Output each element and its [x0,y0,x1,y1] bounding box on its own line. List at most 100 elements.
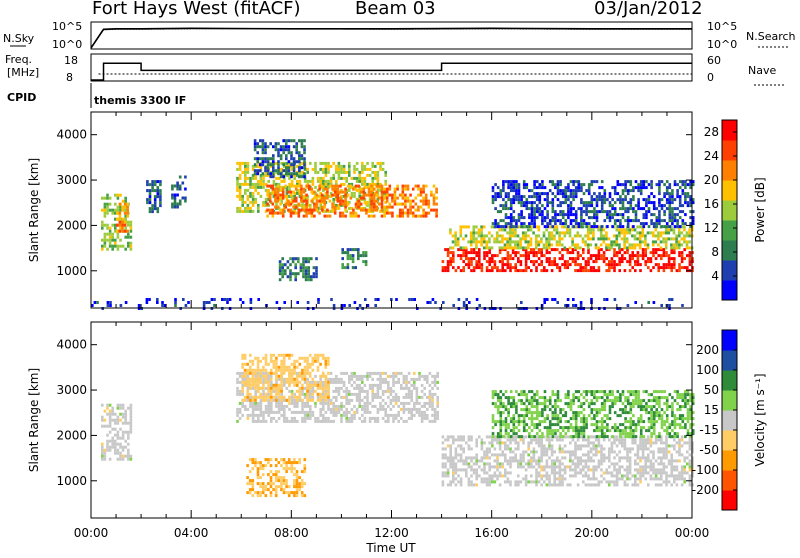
power-cell [681,251,684,254]
power-cell [527,257,530,260]
velocity-cell [413,414,416,417]
power-cell [288,166,291,169]
velocity-cell [455,468,458,471]
velocity-cell [257,375,260,378]
velocity-cell [403,405,406,408]
velocity-cell [335,375,338,378]
power-cell [666,180,669,183]
power-cell [373,203,376,206]
power-cell [575,210,578,213]
velocity-cell [361,375,364,378]
power-cell [673,228,676,231]
power-cell [449,263,452,266]
power-cell [621,260,624,263]
power-cell [303,163,306,166]
velocity-cell [504,456,507,459]
power-cell [468,301,471,304]
power-cell [546,251,549,254]
power-cell [480,228,483,231]
power-cell [272,203,275,206]
power-cell [462,246,465,249]
velocity-cell [486,480,489,483]
power-cell [276,301,279,304]
power-cell [310,257,313,260]
power-cell [579,263,582,266]
power-cell [645,222,648,225]
power-cell [282,163,285,166]
power-cell [541,183,544,186]
velocity-cell [530,459,533,462]
velocity-cell [254,387,257,390]
power-cell [517,251,520,254]
velocity-cell [434,375,437,378]
power-cell [565,195,568,198]
power-cell [104,233,107,236]
velocity-cell [527,444,530,447]
power-cell [643,198,646,201]
power-cell [257,183,260,186]
power-cell [652,240,655,243]
velocity-cell [257,476,260,479]
power-cell [236,207,239,210]
power-cell [412,200,415,203]
power-cell [277,188,280,191]
power-cell [512,257,515,260]
power-cell [335,168,338,171]
power-cell [504,263,507,266]
velocity-cell [254,381,257,384]
power-cell [119,245,122,248]
velocity-cell [322,390,325,393]
velocity-cell [319,408,322,411]
velocity-cell [436,417,439,420]
velocity-cell [423,375,426,378]
power-cell [184,197,187,200]
velocity-cell [306,414,309,417]
velocity-cell [514,441,517,444]
velocity-cell [426,378,429,381]
velocity-cell [314,417,317,420]
power-cell [548,251,551,254]
velocity-cell [507,471,510,474]
velocity-cell [304,417,307,420]
power-cell [614,210,617,213]
power-cell [357,257,360,260]
velocity-cell [540,459,543,462]
power-cell [281,272,284,275]
power-cell [480,234,483,237]
velocity-cell [270,491,273,494]
power-cell [298,212,301,215]
power-cell [338,171,341,174]
power-cell [430,209,433,212]
power-cell [674,219,677,222]
velocity-cell [319,381,322,384]
power-cell [535,246,538,249]
power-cell [256,145,259,148]
velocity-cell [260,420,263,423]
power-cell [300,209,303,212]
velocity-cell [348,375,351,378]
velocity-cell [306,387,309,390]
power-cell [394,203,397,206]
velocity-cell [106,404,109,407]
velocity-cell [239,372,242,375]
power-cell [330,180,333,183]
power-cell [535,260,538,263]
power-cell [366,168,369,171]
power-cell [515,225,518,228]
power-cell [282,212,285,215]
power-cell [623,243,626,246]
velocity-cell [418,411,421,414]
power-cell [580,198,583,201]
velocity-cell [366,393,369,396]
velocity-cell [348,402,351,405]
power-cell [315,275,318,278]
power-cell [486,243,489,246]
velocity-cell [257,482,260,485]
velocity-cell [111,428,114,431]
power-cell [514,263,517,266]
power-cell [507,251,510,254]
power-cell [639,263,642,266]
power-cell [551,234,554,237]
power-cell [551,269,554,272]
power-cell [609,216,612,219]
